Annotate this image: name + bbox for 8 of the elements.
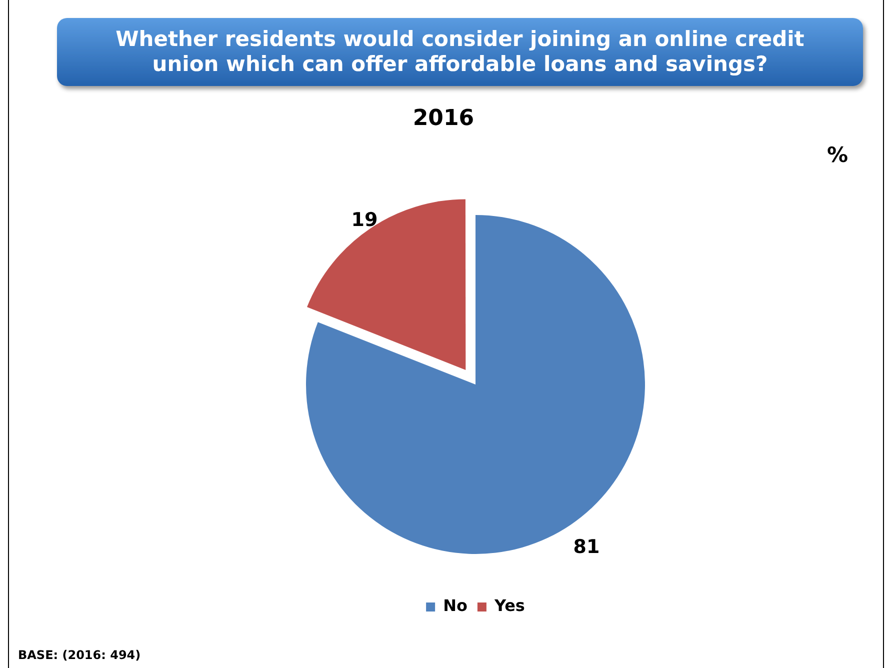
text: % <box>827 143 848 167</box>
chart-title: Whether residents would consider joining an online credit union which can offer affordable loans and savings? <box>57 18 863 86</box>
legend-label: No <box>443 596 468 616</box>
legend-label: Yes <box>493 596 525 616</box>
text: BASE: (2016: 494) <box>18 648 141 662</box>
data-label: 19 <box>351 209 378 232</box>
chart-subtitle: 2016 <box>412 106 476 131</box>
data-label: 81 <box>573 536 600 558</box>
